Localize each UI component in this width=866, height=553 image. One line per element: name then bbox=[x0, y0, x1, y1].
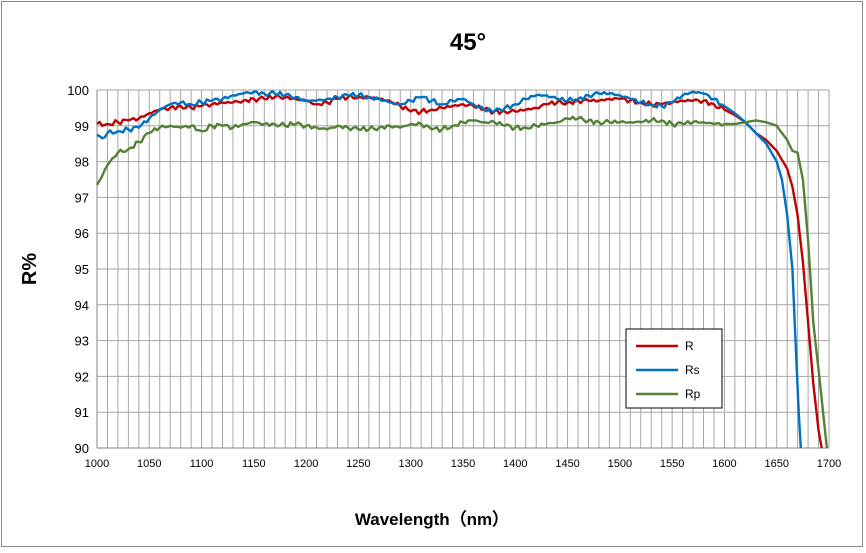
x-axis-title: Wavelength（nm） bbox=[355, 509, 509, 529]
chart-title: 45° bbox=[450, 29, 486, 56]
series-layer bbox=[95, 89, 829, 449]
legend-items: R Rs Rp bbox=[636, 339, 701, 401]
y-tick-label: 96 bbox=[75, 226, 89, 241]
legend-label-rs: Rs bbox=[685, 363, 700, 377]
grid-layer bbox=[96, 89, 830, 449]
x-tick-label: 1050 bbox=[137, 458, 161, 470]
x-tick-label: 1700 bbox=[817, 458, 841, 470]
y-tick-label: 98 bbox=[75, 155, 89, 170]
series-line-rs bbox=[96, 89, 802, 449]
tick-layer: 1000 1050 1100 1150 1200 1250 1300 1350 1400 1450… bbox=[67, 83, 841, 470]
x-tick-label: 1600 bbox=[712, 458, 736, 470]
legend-box bbox=[625, 328, 723, 409]
legend-label-r: R bbox=[685, 339, 694, 353]
y-axis-title: R% bbox=[19, 253, 41, 285]
series-line-r bbox=[96, 93, 823, 449]
x-tick-label: 1500 bbox=[608, 458, 632, 470]
x-tick-label: 1000 bbox=[85, 458, 109, 470]
x-tick-label: 1200 bbox=[294, 458, 318, 470]
legend-label-rp: Rp bbox=[685, 387, 701, 401]
y-tick-label: 99 bbox=[75, 119, 89, 134]
x-tick-label: 1300 bbox=[398, 458, 422, 470]
x-tick-label: 1400 bbox=[503, 458, 527, 470]
x-tick-label: 1650 bbox=[764, 458, 788, 470]
y-tick-label: 90 bbox=[75, 441, 89, 456]
x-tick-label: 1250 bbox=[346, 458, 370, 470]
x-tick-label: 1150 bbox=[242, 458, 266, 470]
series-line-rp bbox=[95, 115, 829, 449]
y-tick-label: 93 bbox=[75, 334, 89, 349]
y-tick-label: 95 bbox=[75, 262, 89, 277]
x-tick-label: 1100 bbox=[190, 458, 214, 470]
y-tick-label: 97 bbox=[75, 190, 89, 205]
y-tick-label: 91 bbox=[75, 405, 89, 420]
x-tick-label: 1550 bbox=[660, 458, 684, 470]
x-tick-label: 1350 bbox=[451, 458, 475, 470]
x-tick-label: 1450 bbox=[555, 458, 579, 470]
y-tick-label: 94 bbox=[75, 298, 89, 313]
legend: R Rs Rp bbox=[625, 328, 723, 409]
y-tick-label: 100 bbox=[67, 83, 89, 98]
y-tick-label: 92 bbox=[75, 369, 89, 384]
